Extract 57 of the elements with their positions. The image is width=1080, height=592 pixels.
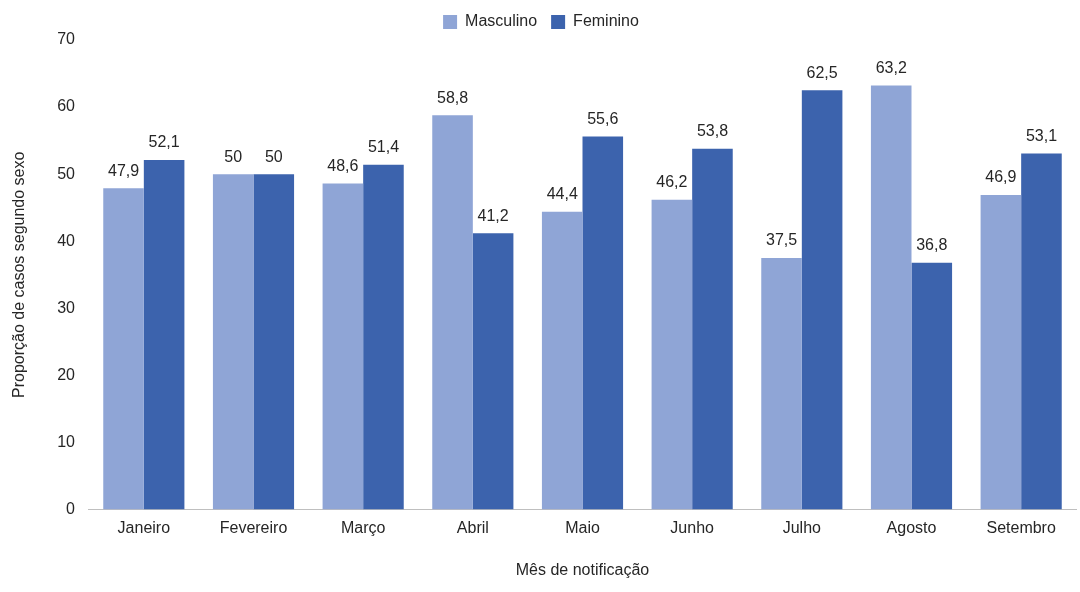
bar: [143, 160, 185, 510]
data-label: 44,4: [546, 185, 578, 203]
x-tick-label: Agosto: [886, 518, 937, 536]
bar: [801, 90, 843, 510]
y-tick-label: 20: [57, 365, 76, 383]
data-label: 53,8: [696, 122, 729, 140]
bar: [541, 211, 583, 510]
bar: [322, 183, 364, 510]
bar: [761, 258, 802, 510]
bar: [1021, 153, 1062, 510]
data-label: 51,4: [367, 138, 400, 156]
x-tick-label: Fevereiro: [219, 518, 288, 536]
data-label: 50: [264, 147, 283, 165]
data-label: 36,8: [916, 236, 948, 254]
bar: [103, 188, 144, 510]
bar: [212, 174, 254, 510]
y-tick-label: 50: [57, 164, 76, 182]
data-label: 55,6: [587, 110, 619, 128]
x-tick-label: Julho: [782, 518, 822, 536]
legend-label: Feminino: [573, 12, 640, 30]
bar: [692, 148, 733, 510]
data-label: 46,9: [985, 168, 1017, 186]
x-tick-label: Março: [340, 518, 386, 536]
bar: [911, 262, 953, 510]
x-tick-label: Abril: [456, 518, 489, 536]
y-tick-label: 40: [57, 231, 76, 249]
x-axis-title: Mês de notificação: [515, 560, 650, 578]
x-tick-label: Setembro: [986, 518, 1056, 536]
data-label: 46,2: [656, 173, 688, 191]
y-axis-title: Proporção de casos segundo sexo: [10, 151, 28, 398]
data-label: 48,6: [327, 156, 359, 174]
y-tick-label: 30: [57, 298, 76, 316]
x-tick-label: Junho: [670, 518, 715, 536]
bar: [363, 164, 404, 510]
data-label: 62,5: [806, 63, 838, 81]
y-tick-label: 70: [57, 30, 76, 48]
data-label: 52,1: [148, 133, 180, 151]
data-label: 53,1: [1025, 126, 1058, 144]
bar: [980, 194, 1022, 510]
data-label: 37,5: [765, 231, 798, 249]
bar: [253, 174, 295, 510]
y-tick-label: 10: [57, 432, 76, 450]
x-tick-label: Janeiro: [117, 518, 171, 536]
bar: [432, 115, 473, 510]
bar: [651, 199, 693, 510]
data-label: 50: [224, 147, 243, 165]
bar: [582, 136, 624, 510]
data-label: 41,2: [477, 206, 509, 224]
x-tick-label: Maio: [565, 518, 600, 536]
legend-label: Masculino: [465, 12, 538, 30]
data-label: 47,9: [107, 161, 140, 179]
y-tick-label: 60: [57, 97, 76, 115]
y-tick-label: 0: [66, 500, 76, 518]
bar: [870, 85, 912, 510]
data-label: 63,2: [875, 59, 907, 77]
bar: [472, 233, 514, 510]
data-label: 58,8: [436, 88, 469, 106]
